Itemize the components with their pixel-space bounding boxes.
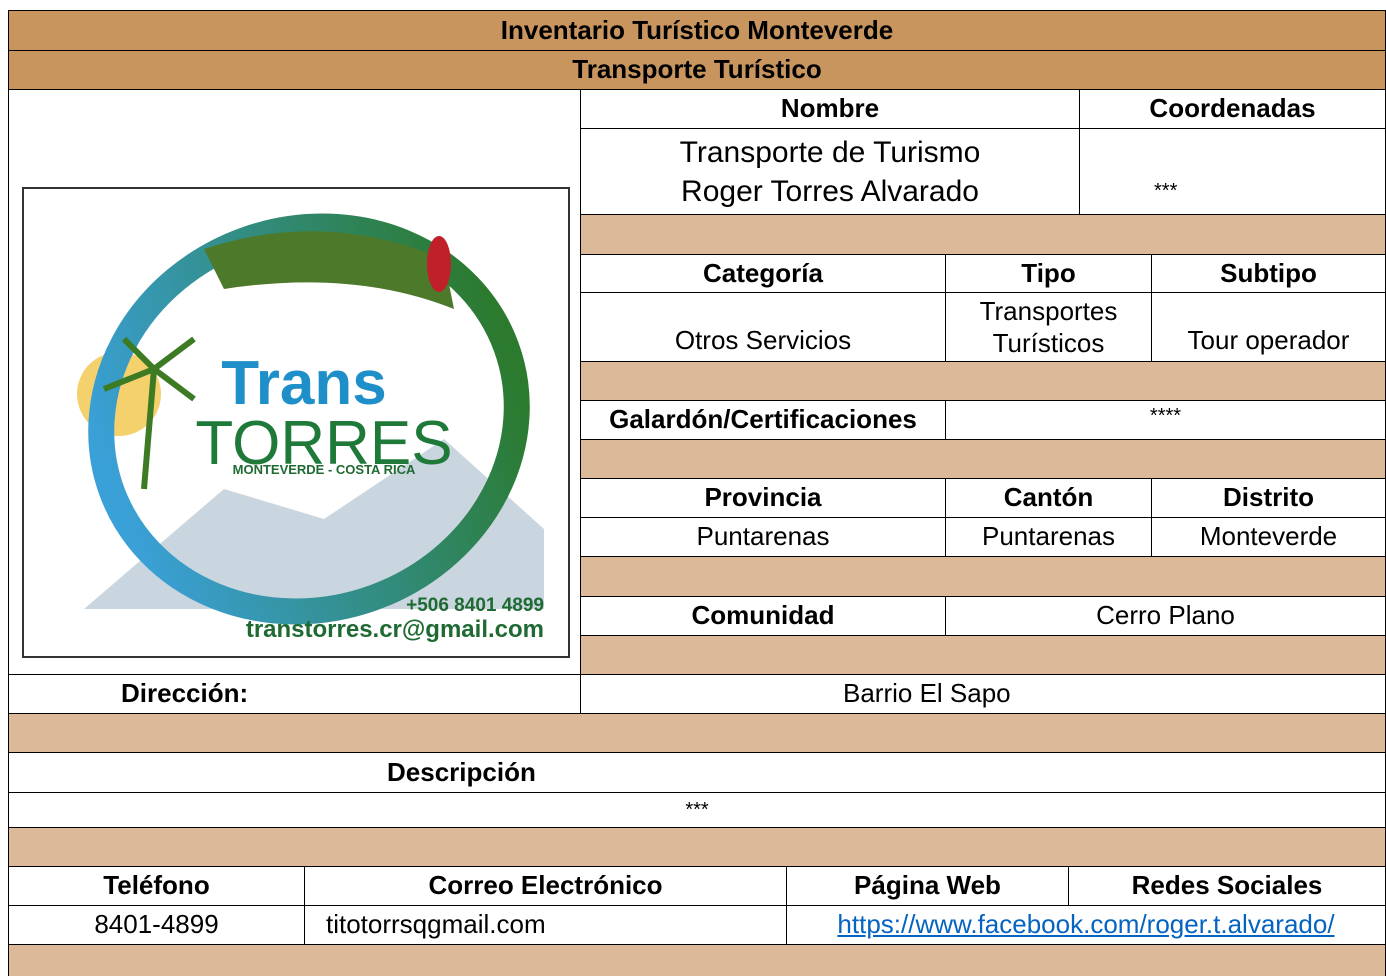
spacer bbox=[580, 361, 1386, 401]
web-link[interactable]: https://www.facebook.com/roger.t.alvarad… bbox=[837, 909, 1335, 940]
address-label: Dirección: bbox=[8, 674, 581, 714]
spacer bbox=[580, 635, 1386, 675]
logo-brand-top: Trans bbox=[221, 349, 386, 418]
description-label: Descripción bbox=[8, 752, 1386, 793]
email-value: titotorrsqgmail.com bbox=[304, 905, 787, 945]
province-value: Puntarenas bbox=[580, 517, 946, 557]
community-label: Comunidad bbox=[580, 596, 946, 636]
type-value: Transportes Turísticos bbox=[945, 292, 1152, 362]
logo-cell: Trans TORRES MONTEVERDE - COSTA RICA +50… bbox=[8, 89, 581, 675]
coords-value: *** bbox=[1079, 128, 1386, 215]
coords-label: Coordenadas bbox=[1079, 89, 1386, 129]
social-label: Redes Sociales bbox=[1068, 866, 1386, 906]
community-value: Cerro Plano bbox=[945, 596, 1386, 636]
canton-label: Cantón bbox=[945, 478, 1152, 518]
spacer bbox=[580, 556, 1386, 597]
name-value: Transporte de Turismo Roger Torres Alvar… bbox=[580, 128, 1080, 215]
logo-brand-bottom: TORRES bbox=[195, 409, 452, 478]
district-label: Distrito bbox=[1151, 478, 1386, 518]
category-value: Otros Servicios bbox=[580, 292, 946, 362]
logo-email: transtorres.cr@gmail.com bbox=[246, 616, 544, 643]
spacer bbox=[8, 713, 1386, 753]
subtitle: Transporte Turístico bbox=[8, 50, 1386, 90]
title: Inventario Turístico Monteverde bbox=[8, 10, 1386, 51]
email-label: Correo Electrónico bbox=[304, 866, 787, 906]
province-label: Provincia bbox=[580, 478, 946, 518]
logo-location: MONTEVERDE - COSTA RICA bbox=[233, 462, 416, 477]
subtype-value: Tour operador bbox=[1151, 292, 1386, 362]
name-label: Nombre bbox=[580, 89, 1080, 129]
award-value: **** bbox=[945, 400, 1386, 440]
category-label: Categoría bbox=[580, 254, 946, 293]
logo: Trans TORRES MONTEVERDE - COSTA RICA +50… bbox=[22, 187, 570, 658]
spacer bbox=[8, 827, 1386, 867]
subtype-label: Subtipo bbox=[1151, 254, 1386, 293]
district-value: Monteverde bbox=[1151, 517, 1386, 557]
phone-value: 8401-4899 bbox=[8, 905, 305, 945]
address-value: Barrio El Sapo bbox=[580, 674, 1386, 714]
type-label: Tipo bbox=[945, 254, 1152, 293]
phone-label: Teléfono bbox=[8, 866, 305, 906]
spacer bbox=[580, 439, 1386, 479]
award-label: Galardón/Certificaciones bbox=[580, 400, 946, 440]
description-value: *** bbox=[8, 792, 1386, 828]
spacer bbox=[8, 944, 1386, 976]
logo-phone: +506 8401 4899 bbox=[406, 595, 544, 616]
web-cell: https://www.facebook.com/roger.t.alvarad… bbox=[786, 905, 1386, 945]
web-label: Página Web bbox=[786, 866, 1069, 906]
spacer bbox=[580, 214, 1386, 255]
canton-value: Puntarenas bbox=[945, 517, 1152, 557]
